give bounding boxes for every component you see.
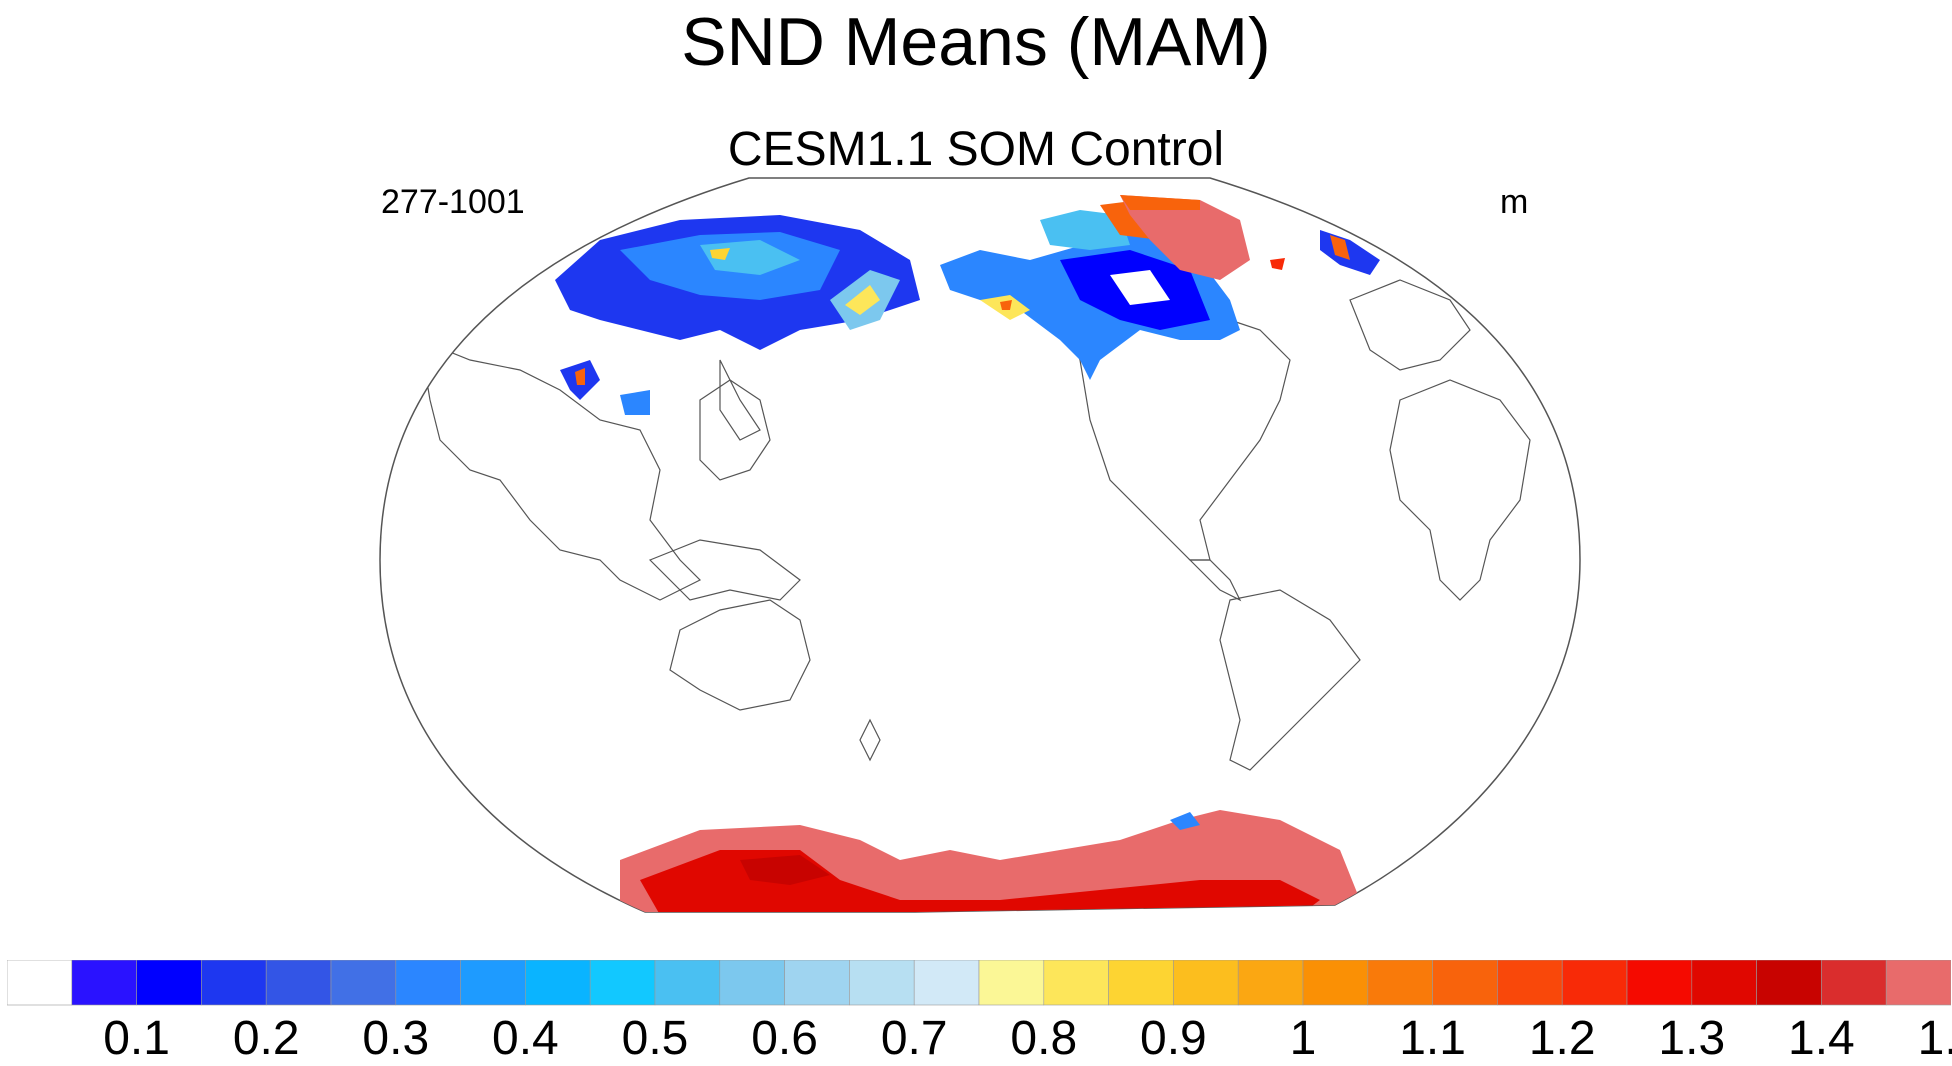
colorbar-box bbox=[1821, 960, 1887, 1006]
colorbar-box bbox=[978, 960, 1045, 1006]
colorbar-box bbox=[1043, 960, 1109, 1006]
colorbar-label: 1.4 bbox=[1788, 1012, 1855, 1065]
colorbar-box bbox=[1626, 960, 1693, 1006]
unit-label: m bbox=[1500, 183, 1529, 221]
colorbar-box bbox=[1173, 960, 1239, 1006]
colorbar-box bbox=[1108, 960, 1174, 1006]
colorbar-box bbox=[913, 960, 980, 1006]
colorbar-box bbox=[1497, 960, 1563, 1006]
colorbar-box bbox=[1367, 960, 1433, 1006]
colorbar-box bbox=[71, 960, 137, 1006]
snow-depth-field bbox=[555, 195, 1380, 912]
colorbar-box bbox=[1561, 960, 1628, 1006]
colorbar-box bbox=[460, 960, 526, 1006]
colorbar-box bbox=[1302, 960, 1369, 1006]
colorbar-label: 0.4 bbox=[492, 1012, 559, 1065]
colorbar-box bbox=[7, 960, 73, 1006]
page-title: SND Means (MAM) bbox=[681, 4, 1271, 80]
colorbar-label: 0.8 bbox=[1010, 1012, 1078, 1065]
colorbar-box bbox=[136, 960, 202, 1006]
colorbar-label: 1.1 bbox=[1399, 1012, 1466, 1065]
colorbar-label: 1 bbox=[1289, 1012, 1317, 1065]
colorbar-box bbox=[849, 960, 915, 1006]
colorbar-label: 0.5 bbox=[621, 1012, 689, 1065]
colorbar-box bbox=[1432, 960, 1498, 1006]
colorbar-label: 0.1 bbox=[103, 1012, 170, 1065]
colorbar-label: 0.7 bbox=[880, 1012, 948, 1065]
colorbar-box bbox=[719, 960, 785, 1006]
colorbar-box bbox=[395, 960, 461, 1006]
colorbar bbox=[7, 960, 1951, 1006]
colorbar-box bbox=[654, 960, 721, 1006]
colorbar-box bbox=[330, 960, 397, 1006]
colorbar-label: 1.5 bbox=[1917, 1012, 1952, 1065]
colorbar-label: 1.3 bbox=[1658, 1012, 1726, 1065]
colorbar-box bbox=[784, 960, 850, 1006]
colorbar-label: 1.2 bbox=[1528, 1012, 1596, 1065]
colorbar-label: 0.2 bbox=[232, 1012, 300, 1065]
colorbar-box bbox=[1756, 960, 1822, 1006]
colorbar-box bbox=[201, 960, 267, 1006]
colorbar-label: 0.9 bbox=[1140, 1012, 1207, 1065]
colorbar-box bbox=[525, 960, 591, 1006]
colorbar-box bbox=[1691, 960, 1757, 1006]
colorbar-box bbox=[1237, 960, 1304, 1006]
page-subtitle: CESM1.1 SOM Control bbox=[727, 123, 1225, 176]
left-label: 277-1001 bbox=[381, 183, 525, 221]
colorbar-box bbox=[589, 960, 656, 1006]
colorbar-label: 0.6 bbox=[751, 1012, 818, 1065]
coastlines bbox=[419, 279, 1531, 771]
colorbar-box bbox=[1885, 960, 1951, 1006]
colorbar-box bbox=[265, 960, 332, 1006]
colorbar-label: 0.3 bbox=[362, 1012, 430, 1065]
